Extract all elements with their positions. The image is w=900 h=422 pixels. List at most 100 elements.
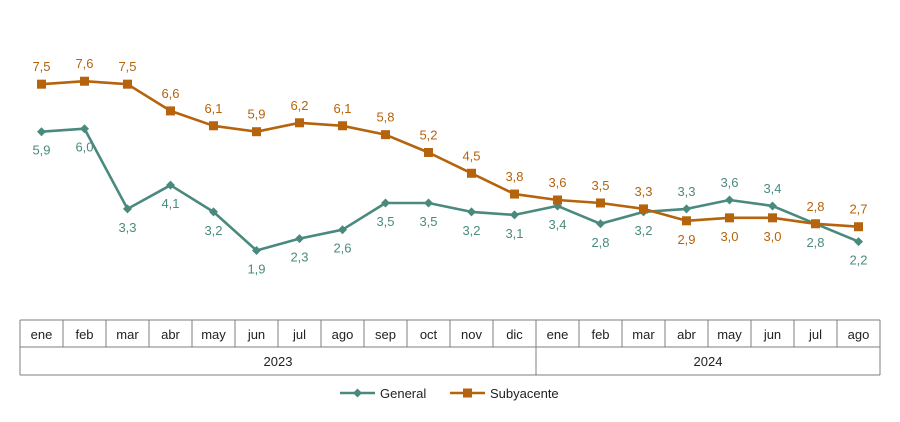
data-label-subyacente: 6,2 (290, 98, 308, 113)
data-label-general: 3,5 (419, 214, 437, 229)
data-label-subyacente: 3,6 (548, 175, 566, 190)
data-point-subyacente (639, 204, 648, 214)
data-label-subyacente: 3,0 (763, 229, 781, 244)
month-tick-label: sep (375, 327, 396, 342)
data-point-general (381, 198, 390, 208)
data-label-subyacente: 2,7 (849, 202, 867, 217)
month-tick-label: ene (547, 327, 569, 342)
data-label-general: 3,2 (462, 223, 480, 238)
month-tick-label: jun (247, 327, 265, 342)
data-point-subyacente (854, 222, 863, 232)
data-label-general: 2,8 (591, 235, 609, 250)
data-point-general (37, 127, 46, 137)
month-tick-label: feb (75, 327, 93, 342)
data-point-subyacente (811, 219, 820, 229)
month-tick-label: abr (161, 327, 180, 342)
data-point-general (166, 180, 175, 190)
month-tick-label: may (717, 327, 742, 342)
data-label-general: 5,9 (32, 143, 50, 158)
data-point-general (510, 210, 519, 220)
data-point-general (80, 124, 89, 134)
year-label: 2023 (264, 354, 293, 369)
data-point-general (596, 219, 605, 229)
data-point-general (768, 201, 777, 211)
month-tick-label: mar (116, 327, 139, 342)
data-label-subyacente: 7,6 (75, 56, 93, 71)
data-point-subyacente (166, 106, 175, 116)
data-label-general: 2,2 (849, 253, 867, 268)
data-point-subyacente (467, 168, 476, 178)
data-label-general: 3,3 (677, 184, 695, 199)
data-point-general (682, 204, 691, 214)
month-tick-label: mar (632, 327, 655, 342)
data-label-subyacente: 3,8 (505, 169, 523, 184)
legend-marker-subyacente (463, 388, 472, 398)
data-label-general: 3,4 (548, 217, 566, 232)
year-label: 2024 (694, 354, 723, 369)
data-label-subyacente: 3,0 (720, 229, 738, 244)
data-point-subyacente (209, 121, 218, 131)
data-point-general (338, 225, 347, 235)
data-label-general: 4,1 (161, 196, 179, 211)
data-point-subyacente (338, 121, 347, 131)
data-point-subyacente (596, 198, 605, 208)
data-label-general: 3,3 (118, 220, 136, 235)
data-label-subyacente: 7,5 (118, 59, 136, 74)
data-label-general: 3,2 (634, 223, 652, 238)
month-tick-label: jul (808, 327, 822, 342)
data-point-subyacente (510, 189, 519, 199)
data-point-subyacente (80, 76, 89, 86)
data-label-general: 3,2 (204, 223, 222, 238)
data-label-subyacente: 2,8 (806, 199, 824, 214)
data-point-general (424, 198, 433, 208)
data-point-general (854, 237, 863, 247)
data-label-subyacente: 6,1 (333, 101, 351, 116)
data-label-subyacente: 2,9 (677, 232, 695, 247)
data-point-subyacente (725, 213, 734, 223)
data-label-general: 2,8 (806, 235, 824, 250)
data-point-general (123, 204, 132, 214)
data-point-subyacente (381, 130, 390, 140)
month-tick-label: nov (461, 327, 482, 342)
data-point-subyacente (295, 118, 304, 128)
legend-marker-general (353, 388, 362, 398)
data-label-general: 2,6 (333, 241, 351, 256)
legend-label-general: General (380, 386, 426, 401)
month-tick-label: jul (292, 327, 306, 342)
month-tick-label: abr (677, 327, 696, 342)
data-label-subyacente: 3,5 (591, 178, 609, 193)
month-tick-label: jun (763, 327, 781, 342)
data-point-subyacente (682, 216, 691, 226)
data-point-subyacente (553, 195, 562, 205)
series-line-general (41, 127, 859, 252)
data-label-general: 1,9 (247, 262, 265, 277)
data-point-general (209, 207, 218, 217)
legend-label-subyacente: Subyacente (490, 386, 559, 401)
data-label-general: 3,5 (376, 214, 394, 229)
data-point-subyacente (252, 127, 261, 137)
data-point-general (295, 234, 304, 244)
data-label-subyacente: 6,1 (204, 101, 222, 116)
data-point-general (725, 195, 734, 205)
month-tick-label: ago (848, 327, 870, 342)
month-tick-label: ago (332, 327, 354, 342)
data-label-subyacente: 4,5 (462, 148, 480, 163)
data-label-subyacente: 6,6 (161, 86, 179, 101)
data-point-subyacente (424, 147, 433, 157)
series-line-subyacente (41, 79, 859, 228)
month-tick-label: oct (420, 327, 438, 342)
data-label-subyacente: 3,3 (634, 184, 652, 199)
data-point-general (467, 207, 476, 217)
month-tick-label: ene (31, 327, 53, 342)
data-label-general: 3,6 (720, 175, 738, 190)
month-tick-label: may (201, 327, 226, 342)
data-point-subyacente (768, 213, 777, 223)
data-label-general: 3,1 (505, 226, 523, 241)
data-label-subyacente: 5,9 (247, 107, 265, 122)
data-point-subyacente (37, 79, 46, 89)
month-tick-label: feb (591, 327, 609, 342)
data-label-general: 2,3 (290, 250, 308, 265)
month-tick-label: dic (506, 327, 523, 342)
